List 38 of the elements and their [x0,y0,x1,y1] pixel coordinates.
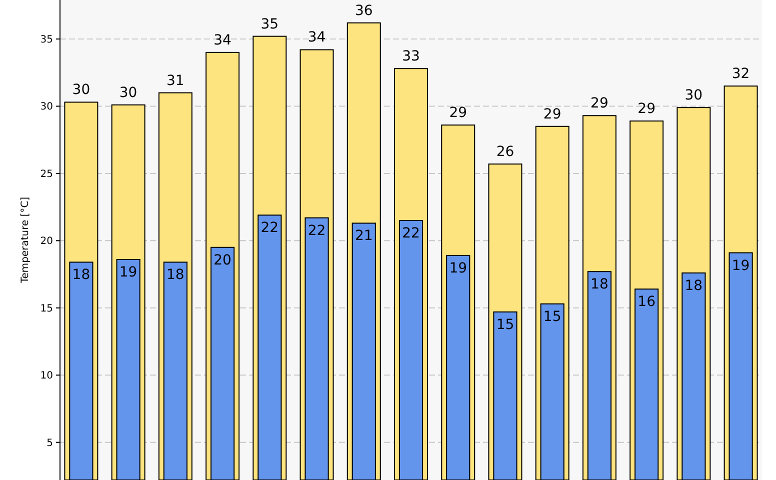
data-label: 30 [72,82,90,98]
y-axis-title: Temperature [°C] [20,196,31,284]
data-label: 18 [166,267,184,284]
data-label: 34 [214,32,232,48]
data-label: 34 [308,30,326,46]
data-label: 21 [354,228,373,244]
data-label: 33 [402,48,420,65]
y-tick-label: 20 [40,236,53,248]
y-tick-label: 10 [40,370,53,382]
data-label: 32 [732,66,750,82]
data-label: 35 [260,16,279,32]
data-label: 18 [72,267,90,284]
data-label: 29 [449,105,468,122]
data-label: 15 [543,308,562,325]
data-label: 29 [638,101,656,118]
data-label: 18 [590,276,608,293]
data-label: 20 [214,252,232,268]
y-tick-label: 30 [40,102,53,113]
data-label: 30 [119,84,138,101]
data-label: 19 [119,264,138,280]
data-label: 15 [496,316,514,333]
data-label: 19 [449,260,468,276]
data-label: 36 [354,2,373,19]
data-label: 29 [543,106,562,122]
data-label: 31 [166,72,184,89]
data-label: 22 [308,222,326,239]
y-tick-label: 15 [40,303,53,314]
y-tick-label: 35 [40,34,53,46]
data-label: 18 [684,278,703,294]
data-label: 16 [638,294,656,310]
data-label: 29 [590,96,608,112]
data-label: 30 [684,88,703,104]
data-label: 22 [402,226,420,242]
y-tick-label: 25 [40,168,53,180]
data-label: 19 [732,258,750,274]
y-tick-label: 5 [46,438,53,449]
data-label: 22 [260,220,279,236]
data-label: 26 [496,144,514,160]
